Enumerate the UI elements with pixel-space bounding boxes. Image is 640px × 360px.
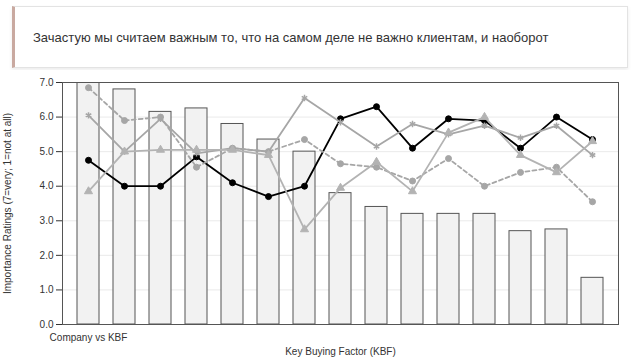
html-text:Зачастую мы считаем важным то,: Зачастую мы считаем важным то, что на са… xyxy=(33,29,549,45)
svg-text:7.0: 7.0 xyxy=(40,77,54,88)
svg-text:Company vs KBF: Company vs KBF xyxy=(50,332,128,343)
svg-text:3.0: 3.0 xyxy=(40,215,54,226)
svg-text:6.0: 6.0 xyxy=(40,111,54,122)
svg-text:Key Buying Factor (KBF): Key Buying Factor (KBF) xyxy=(285,346,396,357)
svg-text:5.0: 5.0 xyxy=(40,146,54,157)
svg-text:4.0: 4.0 xyxy=(40,180,54,191)
svg-text:2.0: 2.0 xyxy=(40,250,54,261)
svg-text:1.0: 1.0 xyxy=(40,284,54,295)
svg-text:Importance Ratings (7=very; 1=: Importance Ratings (7=very; 1=not at all… xyxy=(2,113,13,294)
svg-text:0.0: 0.0 xyxy=(40,319,54,330)
